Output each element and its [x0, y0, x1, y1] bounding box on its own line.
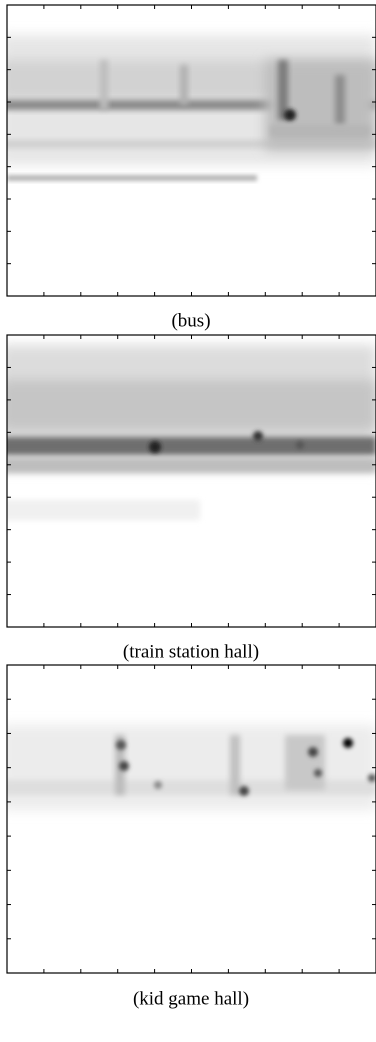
ticks: [7, 665, 376, 973]
spectrogram-train-station-hall: [7, 345, 376, 520]
spectrogram-bus: [7, 35, 376, 181]
caption: (train station hall): [123, 641, 259, 662]
ticks: [7, 335, 376, 627]
caption: (bus): [171, 310, 210, 331]
axes-frame: [6, 664, 376, 974]
spectrogram-kid-game-hall: [7, 725, 376, 810]
caption: (kid game hall): [133, 988, 249, 1009]
ticks: [7, 5, 376, 296]
